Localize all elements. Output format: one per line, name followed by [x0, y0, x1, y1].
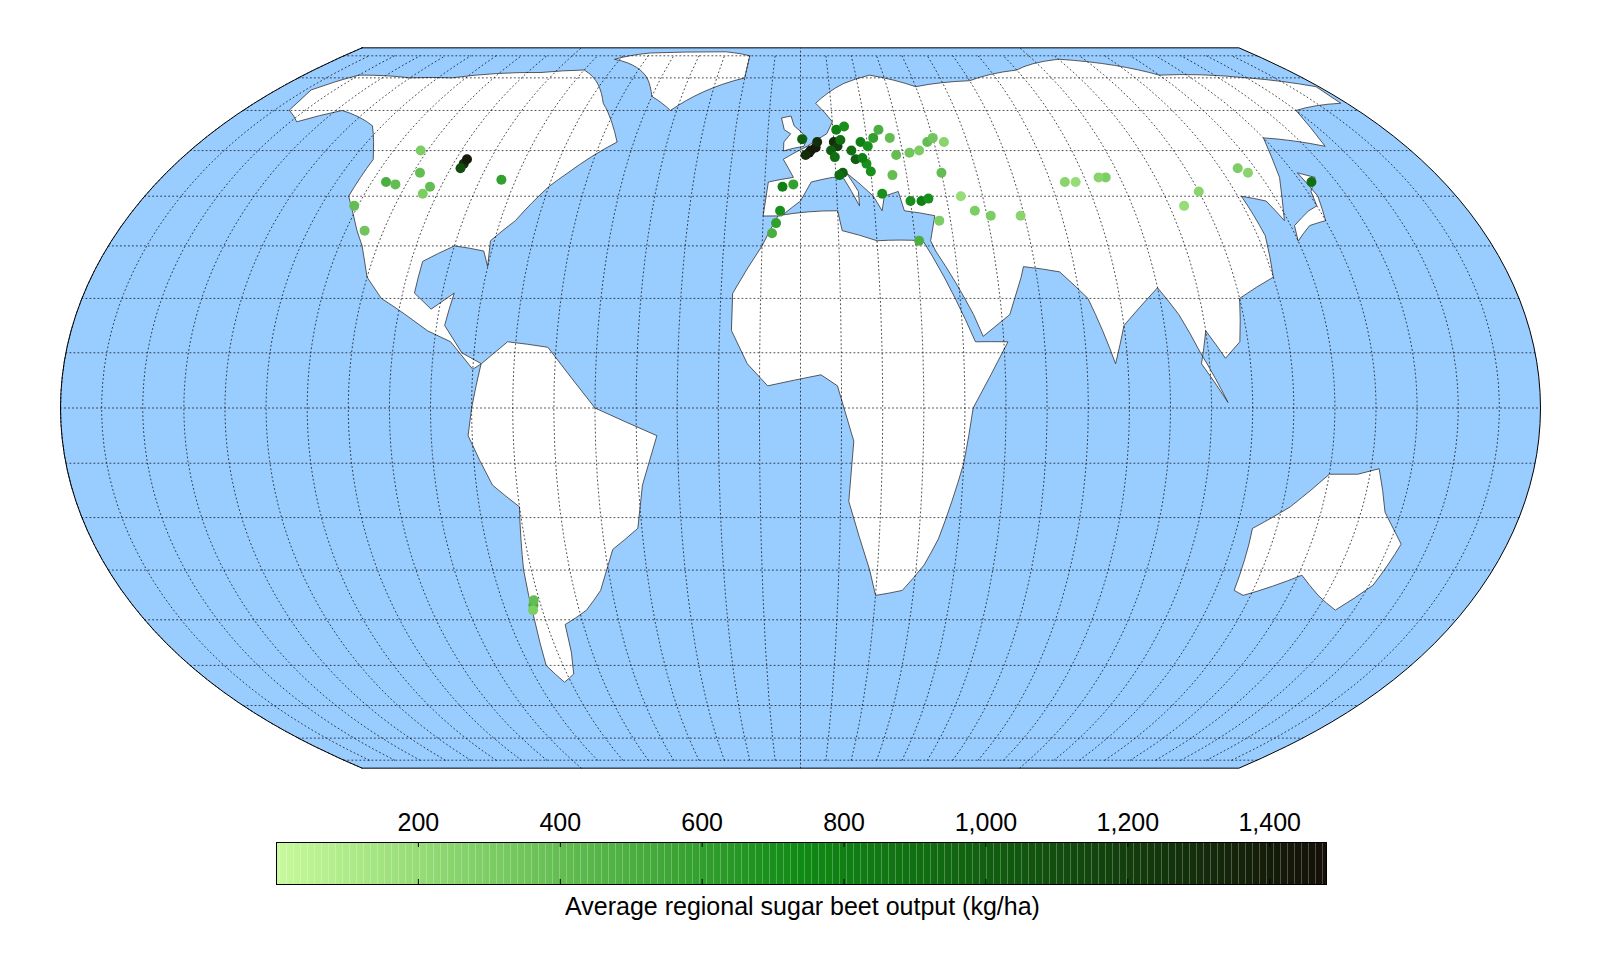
svg-text:1,400: 1,400 — [1238, 808, 1301, 836]
svg-text:1,200: 1,200 — [1097, 808, 1160, 836]
html-text:Average regional sugar beet ou: Average regional sugar beet output (kg/h… — [565, 892, 1040, 920]
svg-text:400: 400 — [539, 808, 581, 836]
svg-text:200: 200 — [398, 808, 440, 836]
svg-text:800: 800 — [823, 808, 865, 836]
svg-text:1,000: 1,000 — [955, 808, 1018, 836]
svg-text:600: 600 — [681, 808, 723, 836]
